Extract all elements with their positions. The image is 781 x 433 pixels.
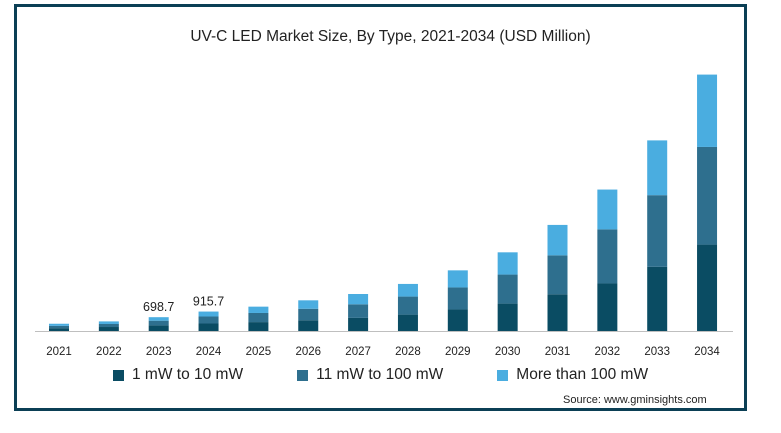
x-tick-label-2024: 2024	[196, 346, 222, 358]
bar-2030-11-mw-to-100-mw	[497, 274, 518, 304]
bar-2029-11-mw-to-100-mw	[447, 287, 468, 310]
x-tick-label-2023: 2023	[146, 346, 172, 358]
bar-2025-11-mw-to-100-mw	[248, 312, 269, 323]
legend-item-11mw-100mw: 11 mW to 100 mW	[297, 366, 443, 384]
bar-2033-more-than-100-mw	[647, 140, 668, 196]
bar-2027-1-mw-to-10-mw	[348, 317, 369, 331]
legend-swatch-11mw-100mw	[297, 369, 309, 381]
bar-2021-1-mw-to-10-mw	[49, 328, 69, 331]
bar-2033-11-mw-to-100-mw	[647, 195, 668, 267]
bar-2031-1-mw-to-10-mw	[547, 294, 568, 331]
x-tick-label-2021: 2021	[46, 346, 72, 358]
bar-2026-11-mw-to-100-mw	[298, 308, 319, 321]
bar-2032-1-mw-to-10-mw	[597, 283, 618, 331]
bar-2025-1-mw-to-10-mw	[248, 322, 269, 331]
bar-2021-11-mw-to-100-mw	[49, 325, 69, 329]
x-tick-label-2031: 2031	[545, 346, 571, 358]
bar-2022-11-mw-to-100-mw	[98, 323, 119, 328]
bar-2030-more-than-100-mw	[497, 252, 518, 275]
bar-2028-11-mw-to-100-mw	[397, 296, 418, 315]
legend-swatch-1mw-10mw	[113, 369, 124, 381]
bar-2021-more-than-100-mw	[49, 323, 69, 326]
x-tick-label-2027: 2027	[345, 346, 371, 358]
legend-label-1mw-10mw: 1 mW to 10 mW	[132, 366, 244, 383]
bar-2026-more-than-100-mw	[298, 300, 319, 309]
bar-2027-more-than-100-mw	[348, 294, 369, 305]
x-tick-label-2033: 2033	[644, 346, 670, 358]
x-tick-label-2025: 2025	[246, 346, 272, 358]
x-tick-label-2030: 2030	[495, 346, 521, 358]
chart-frame	[14, 4, 747, 411]
x-tick-label-2028: 2028	[395, 346, 421, 358]
source-note: Source: www.gminsights.com	[563, 394, 707, 406]
bar-2033-1-mw-to-10-mw	[647, 266, 668, 331]
bar-2032-11-mw-to-100-mw	[597, 229, 618, 284]
bar-2029-more-than-100-mw	[447, 270, 468, 288]
bar-2022-more-than-100-mw	[98, 321, 119, 324]
legend-swatch-over-100mw	[497, 369, 509, 381]
x-tick-label-2026: 2026	[295, 346, 321, 358]
x-tick-label-2029: 2029	[445, 346, 471, 358]
bar-2026-1-mw-to-10-mw	[298, 320, 319, 331]
bar-2022-1-mw-to-10-mw	[98, 327, 119, 331]
data-label-2024: 915.7	[193, 295, 224, 309]
bar-2025-more-than-100-mw	[248, 306, 269, 313]
bar-2034-1-mw-to-10-mw	[697, 244, 718, 331]
bar-2027-11-mw-to-100-mw	[348, 304, 369, 318]
bar-2023-more-than-100-mw	[148, 317, 169, 321]
bar-2029-1-mw-to-10-mw	[447, 309, 468, 331]
legend-item-1mw-10mw: 1 mW to 10 mW	[113, 366, 243, 384]
bar-2034-more-than-100-mw	[697, 74, 718, 147]
bar-2030-1-mw-to-10-mw	[497, 303, 518, 331]
legend-item-over-100mw: More than 100 mW	[497, 366, 648, 384]
bar-2034-11-mw-to-100-mw	[697, 146, 718, 245]
data-label-2023: 698.7	[143, 300, 174, 314]
bar-2031-11-mw-to-100-mw	[547, 255, 568, 295]
bar-2031-more-than-100-mw	[547, 224, 568, 256]
legend-label-11mw-100mw: 11 mW to 100 mW	[316, 366, 444, 383]
x-tick-label-2034: 2034	[694, 346, 720, 358]
bar-2023-1-mw-to-10-mw	[148, 325, 169, 331]
legend-label-over-100mw: More than 100 mW	[516, 366, 649, 383]
chart-title: UV-C LED Market Size, By Type, 2021-2034…	[190, 28, 591, 45]
bar-2024-11-mw-to-100-mw	[198, 316, 219, 324]
bar-2023-11-mw-to-100-mw	[148, 320, 169, 326]
x-tick-label-2032: 2032	[595, 346, 621, 358]
x-tick-label-2022: 2022	[96, 346, 122, 358]
bar-2028-more-than-100-mw	[397, 283, 418, 297]
chart-legend: 1 mW to 10 mW 11 mW to 100 mW More than …	[113, 364, 702, 386]
bar-2028-1-mw-to-10-mw	[397, 314, 418, 331]
bar-2024-1-mw-to-10-mw	[198, 323, 219, 331]
bar-2024-more-than-100-mw	[198, 311, 219, 317]
bar-2032-more-than-100-mw	[597, 189, 618, 230]
